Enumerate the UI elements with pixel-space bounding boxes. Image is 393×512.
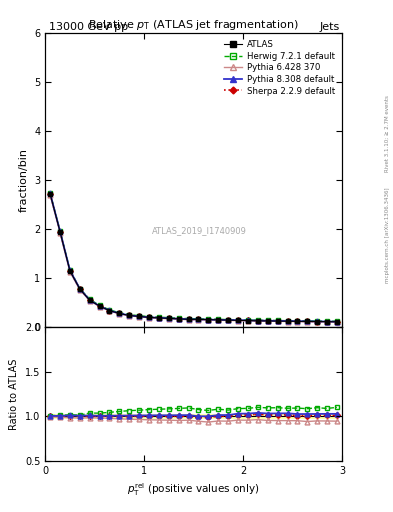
Text: ATLAS_2019_I1740909: ATLAS_2019_I1740909 [152,226,247,234]
Text: mcplots.cern.ch [arXiv:1306.3436]: mcplots.cern.ch [arXiv:1306.3436] [385,188,390,283]
Y-axis label: fraction/bin: fraction/bin [18,148,29,212]
Text: Rivet 3.1.10; ≥ 2.7M events: Rivet 3.1.10; ≥ 2.7M events [385,95,390,172]
X-axis label: $p_{\mathrm{T}}^{\mathrm{rel}}$ (positive values only): $p_{\mathrm{T}}^{\mathrm{rel}}$ (positiv… [127,481,260,498]
Title: Relative $p_\mathrm{T}$ (ATLAS jet fragmentation): Relative $p_\mathrm{T}$ (ATLAS jet fragm… [88,18,299,32]
Text: 13000 GeV pp: 13000 GeV pp [49,22,128,32]
Y-axis label: Ratio to ATLAS: Ratio to ATLAS [9,358,19,430]
Text: Jets: Jets [320,22,340,32]
Legend: ATLAS, Herwig 7.2.1 default, Pythia 6.428 370, Pythia 8.308 default, Sherpa 2.2.: ATLAS, Herwig 7.2.1 default, Pythia 6.42… [221,37,338,98]
